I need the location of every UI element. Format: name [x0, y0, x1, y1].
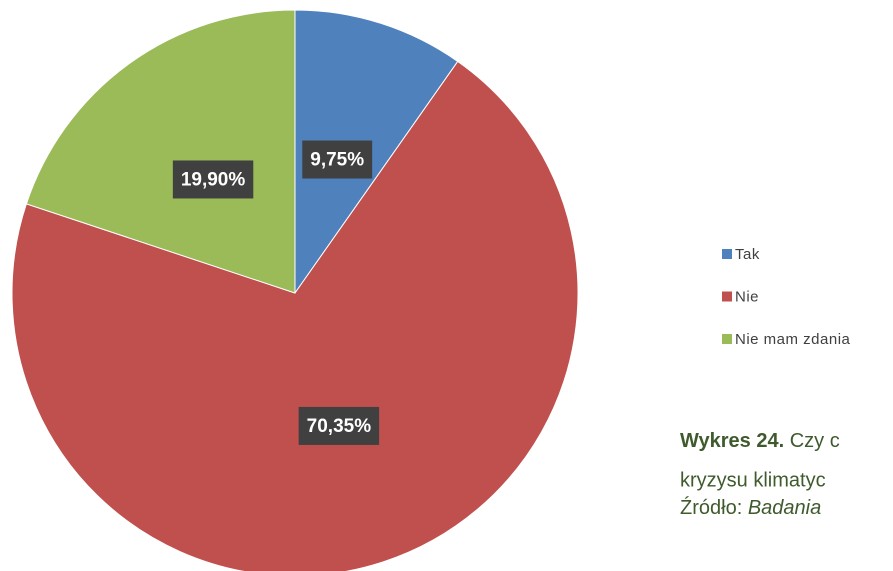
value-label-box [298, 406, 380, 445]
value-label: 70,35% [307, 416, 372, 437]
legend-swatch [722, 249, 732, 259]
value-label: 19,90% [181, 169, 246, 190]
value-labels: 9,75% 70,35% 19,90% [172, 140, 380, 445]
pie-slice [25, 9, 296, 294]
pie-slice [294, 9, 459, 295]
legend-label: Nie [735, 288, 759, 305]
source: Badania [748, 497, 821, 519]
pie-slice [11, 60, 579, 571]
legend-label: Nie mam zdania [735, 331, 851, 348]
legend-swatch [722, 334, 732, 344]
legend-label: Tak [735, 246, 760, 263]
value-label-box [302, 140, 373, 179]
value-label: 9,75% [310, 150, 364, 171]
value-label-box [172, 160, 254, 199]
pie [11, 9, 579, 571]
caption-text: Czy c [790, 430, 840, 452]
legend-swatch [722, 291, 732, 302]
source-label: Źródło: [680, 496, 742, 519]
caption-line: kryzysu klimatyc [680, 469, 826, 491]
caption: Wykres 24. Czy c [680, 430, 840, 452]
legend: Tak Nie Nie mam zdania [722, 246, 851, 348]
caption-label: Wykres 24. [680, 430, 784, 452]
caption-source: Źródło: Badania [680, 496, 821, 519]
